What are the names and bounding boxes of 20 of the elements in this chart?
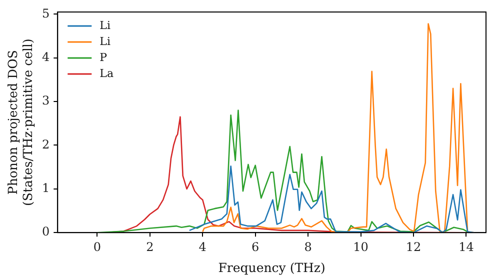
legend-label: Li [100,18,111,32]
x-axis-title: Frequency (THz) [218,260,326,275]
y-tick-label: 0 [42,224,50,239]
y-tick-label: 2 [42,137,50,152]
x-tick-label: 12 [406,240,422,254]
y-tick-label: 4 [42,50,50,64]
y-axis-title: Phonon projected DOS (States/THz·primitive cell) [4,38,35,206]
legend-label: La [100,66,114,80]
x-tick-label: 14 [458,240,474,254]
x-tick-label: 8 [304,240,312,254]
x-tick-label: 0 [93,240,101,254]
y-tick-label: 3 [42,94,50,108]
y-tick-label: 1 [42,181,50,196]
x-tick-label: 10 [353,240,368,254]
legend-label: P [100,50,108,64]
y-tick-label: 5 [42,6,50,20]
legend-label: Li [100,34,111,48]
x-tick-label: 6 [252,240,260,254]
x-tick-label: 2 [146,240,154,254]
x-tick-label: 4 [198,240,207,254]
